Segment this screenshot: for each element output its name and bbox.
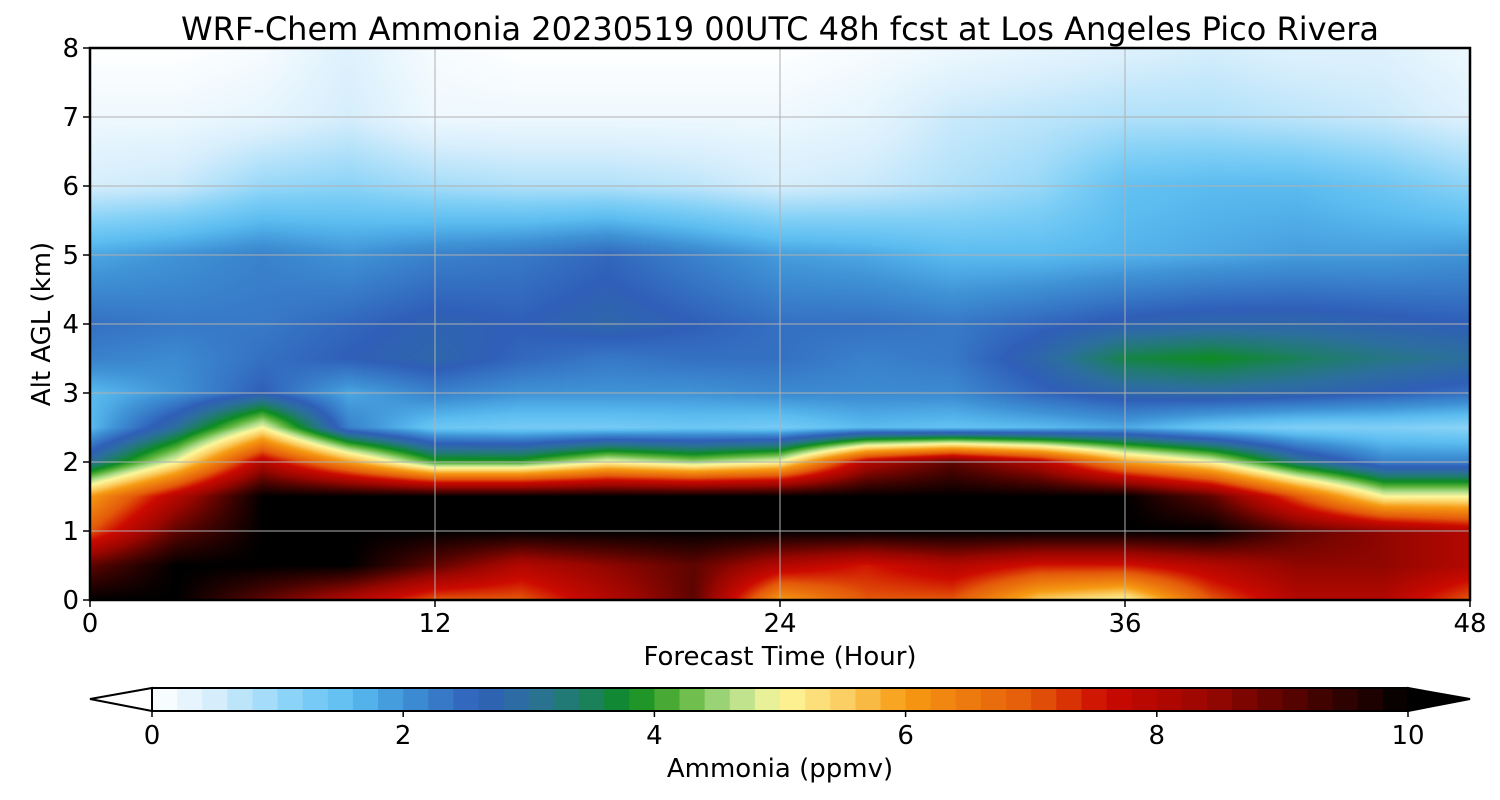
colorbar-bin (780, 688, 806, 711)
colorbar-bin (830, 688, 856, 711)
x-tick-label: 48 (1453, 609, 1486, 639)
colorbar-bin (1081, 688, 1108, 711)
chart-title: WRF-Chem Ammonia 20230519 00UTC 48h fcst… (181, 10, 1379, 48)
y-axis: 0 1 2 3 4 5 6 7 8 (62, 34, 90, 616)
colorbar-bin (654, 688, 681, 711)
plot-area (88, 46, 1472, 602)
colorbar-frame (151, 687, 1409, 712)
colorbar-bin (1056, 688, 1083, 711)
y-tick-label: 2 (62, 448, 79, 478)
colorbar-label: Ammonia (ppmv) (667, 754, 893, 784)
colorbar-bin (1207, 688, 1233, 711)
colorbar-bin (855, 688, 882, 711)
colorbar-ticks: 0 2 4 6 8 10 (144, 711, 1425, 751)
colorbar-bin (1031, 688, 1057, 711)
colorbar-bin (754, 688, 781, 711)
colorbar-bin (252, 688, 279, 711)
colorbar-tick-label: 4 (646, 721, 663, 751)
y-tick-label: 3 (62, 379, 79, 409)
colorbar-bin (579, 688, 605, 711)
y-tick-label: 7 (62, 103, 79, 133)
y-tick-label: 1 (62, 517, 79, 547)
colorbar-bin (905, 688, 932, 711)
colorbar-bin (503, 688, 530, 711)
colorbar-bin (930, 688, 957, 711)
y-axis-label: Alt AGL (km) (27, 242, 57, 406)
colorbar-tick-label: 10 (1391, 721, 1424, 751)
colorbar-bin (1332, 688, 1359, 711)
colorbar-bin (629, 688, 655, 711)
colorbar-bin (1181, 688, 1208, 711)
colorbar-bin (729, 688, 756, 711)
colorbar-bin (177, 688, 203, 711)
colorbar-tick-label: 8 (1149, 721, 1166, 751)
colorbar-extend-max (1407, 686, 1471, 713)
colorbar-tick-label: 6 (897, 721, 914, 751)
y-tick-label: 0 (62, 586, 79, 616)
colorbar-bin (1006, 688, 1032, 711)
x-tick-label: 36 (1108, 609, 1141, 639)
colorbar-bin (227, 688, 254, 711)
y-tick-label: 5 (62, 241, 79, 271)
colorbar-bin (453, 688, 480, 711)
y-tick-label: 6 (62, 172, 79, 202)
colorbar-bin (1156, 688, 1183, 711)
colorbar-bin (202, 688, 228, 711)
colorbar-tick-label: 2 (395, 721, 412, 751)
colorbar-bin (528, 688, 555, 711)
colorbar-bin (1131, 688, 1158, 711)
colorbar-bin (704, 688, 731, 711)
y-tick-label: 8 (62, 34, 79, 64)
colorbar-bin (880, 688, 907, 711)
x-axis-label: Forecast Time (Hour) (643, 642, 916, 672)
colorbar-extend-min (89, 686, 153, 713)
colorbar-bin (1106, 688, 1133, 711)
colorbar-bin (352, 688, 379, 711)
colorbar-bin (152, 688, 178, 711)
colorbar-bin (1382, 688, 1409, 711)
colorbar-bin (478, 688, 505, 711)
x-axis: 0 12 24 36 48 (82, 600, 1487, 639)
colorbar-bin (553, 688, 580, 711)
colorbar-bin (980, 688, 1007, 711)
colorbar-bin (805, 688, 831, 711)
colorbar-bin (1307, 688, 1334, 711)
colorbar-bin (679, 688, 706, 711)
x-tick-label: 0 (82, 609, 99, 639)
colorbar: 0 2 4 6 8 10 Ammonia (ppmv) (89, 686, 1471, 784)
colorbar-bin (277, 688, 304, 711)
colorbar-bin (1232, 688, 1258, 711)
colorbar-bin (604, 688, 630, 711)
colorbar-bin (955, 688, 982, 711)
colorbar-bin (403, 688, 429, 711)
y-tick-label: 4 (62, 310, 79, 340)
colorbar-bins (152, 688, 1409, 711)
colorbar-bin (1357, 688, 1384, 711)
colorbar-bin (1257, 688, 1283, 711)
colorbar-bin (327, 688, 354, 711)
colorbar-tick-label: 0 (144, 721, 161, 751)
colorbar-bin (428, 688, 455, 711)
x-tick-label: 24 (763, 609, 796, 639)
colorbar-bin (1282, 688, 1309, 711)
x-tick-label: 12 (418, 609, 451, 639)
colorbar-bin (302, 688, 329, 711)
colorbar-bin (378, 688, 404, 711)
